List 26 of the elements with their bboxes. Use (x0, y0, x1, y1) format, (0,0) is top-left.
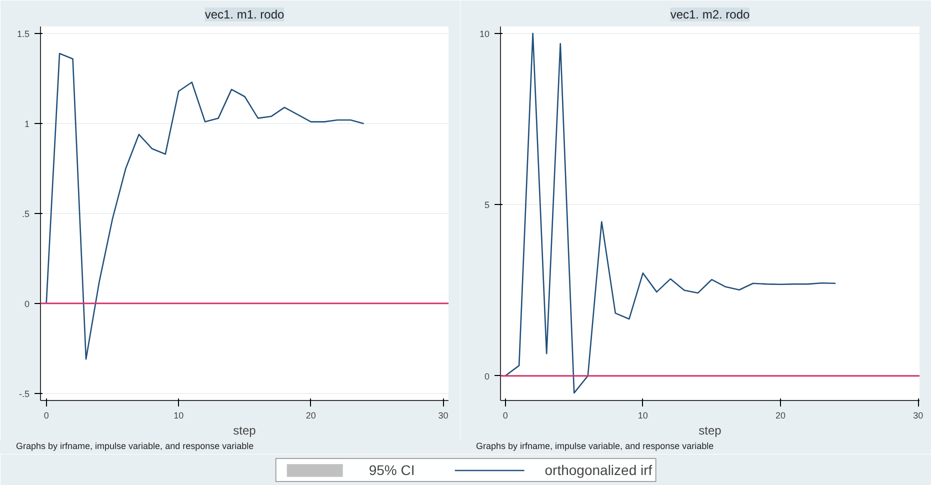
y-tick-label: 0 (24, 298, 30, 309)
x-axis-title: step (233, 424, 256, 438)
x-tick-label: 0 (44, 410, 49, 420)
chart-title: vec1. m1. rodo (204, 8, 285, 22)
y-tick-label: 0 (484, 371, 490, 382)
text: Graphs by irfname, impulse variable, and response variable (16, 440, 254, 453)
legend-label: orthogonalized irf (544, 462, 652, 478)
y-tick-label: -.5 (18, 388, 30, 399)
x-axis-title: step (698, 424, 722, 438)
x-tick-label: 30 (913, 410, 924, 420)
y-tick-label: 1 (24, 119, 30, 130)
x-tick-label: 0 (502, 410, 508, 420)
x-tick-label: 20 (306, 410, 316, 420)
chart-title: vec1. m2. rodo (670, 8, 750, 22)
y-tick-label: .5 (22, 209, 30, 219)
y-tick-label: 5 (484, 200, 490, 210)
text: Graphs by irfname, impulse variable, and response variable (476, 440, 714, 453)
x-tick-label: 10 (638, 410, 648, 420)
line-series (46, 52, 364, 360)
x-tick-label: 30 (438, 410, 448, 420)
line-series (504, 32, 836, 394)
x-tick-label: 20 (776, 410, 786, 420)
legend-label: 95% CI (368, 462, 415, 478)
y-tick-label: 1.5 (16, 29, 30, 40)
y-tick-label: 10 (479, 28, 490, 39)
x-tick-label: 10 (174, 410, 184, 420)
